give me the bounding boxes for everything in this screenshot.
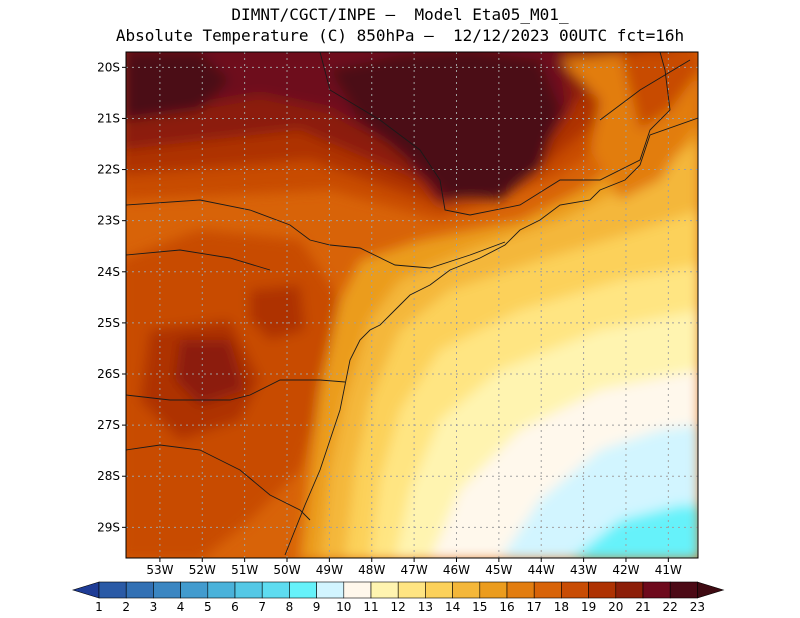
lon-label: 53W	[146, 563, 173, 577]
lat-label: 28S	[97, 469, 120, 483]
colorbar-cell	[533, 581, 562, 599]
colorbar-label: 21	[635, 600, 650, 614]
colorbar-cell	[479, 581, 508, 599]
colorbar-cell	[561, 581, 589, 599]
lon-label: 46W	[443, 563, 470, 577]
colorbar-label: 10	[336, 600, 351, 614]
lon-label: 47W	[401, 563, 428, 577]
lon-label: 43W	[570, 563, 597, 577]
colorbar-label: 6	[231, 600, 239, 614]
lat-label: 24S	[97, 265, 120, 279]
colorbar-cell	[153, 581, 181, 599]
colorbar-label: 16	[499, 600, 514, 614]
lat-label: 22S	[97, 163, 120, 177]
colorbar-label: 17	[527, 600, 542, 614]
colorbar-label: 11	[363, 600, 378, 614]
colorbar-label: 13	[418, 600, 433, 614]
colorbar-label: 4	[177, 600, 185, 614]
colorbar-cell	[289, 581, 317, 599]
colorbar-cell	[98, 581, 127, 599]
lon-axis: 53W 52W 51W 50W 49W 48W 47W 46W 45W 44W 43W 42W 41W	[146, 558, 682, 577]
border-sc-rs	[126, 444, 311, 521]
lat-label: 20S	[97, 60, 120, 74]
temperature-map: 20S 21S 22S 23S 24S 25S 26S 27S 28S 29S 53W 52W 51W…	[97, 51, 699, 577]
colorbar-cell	[234, 581, 263, 599]
lat-label: 29S	[97, 520, 120, 534]
lon-label: 42W	[612, 563, 639, 577]
colorbar-label: 15	[472, 600, 487, 614]
colorbar-label: 23	[690, 600, 705, 614]
colorbar-label: 7	[258, 600, 266, 614]
border-river	[126, 249, 271, 271]
lon-label: 48W	[358, 563, 385, 577]
colorbar-cell	[615, 581, 644, 599]
colorbar-cell	[588, 581, 617, 599]
colorbar-cell	[316, 581, 345, 599]
colorbar-cell	[261, 581, 290, 599]
colorbar-label: 1	[95, 600, 103, 614]
colorbar-cell	[207, 581, 236, 599]
border-mg-sp-rj	[319, 52, 671, 216]
border-sp-pr	[126, 199, 506, 269]
lon-label: 41W	[655, 563, 682, 577]
colorbar-label: 2	[122, 600, 130, 614]
lat-label: 21S	[97, 111, 120, 125]
colorbar-cell	[343, 581, 372, 599]
lon-label: 49W	[316, 563, 343, 577]
coastline	[284, 117, 698, 556]
colorbar-cell	[425, 581, 453, 599]
border-pr-sc	[126, 379, 346, 401]
colorbar-label: 14	[445, 600, 460, 614]
colorbar-cell	[370, 581, 399, 599]
colorbar-label: 9	[313, 600, 321, 614]
colorbar-label: 3	[150, 600, 158, 614]
lat-label: 27S	[97, 418, 120, 432]
map-title-line1: DIMNT/CGCT/INPE – Model Eta05_M01_	[231, 5, 569, 24]
colorbar-arrow-high	[697, 581, 725, 599]
colorbar-label: 20	[608, 600, 623, 614]
colorbar-label: 22	[663, 600, 678, 614]
colorbar-label: 5	[204, 600, 212, 614]
colorbar-label: 8	[286, 600, 294, 614]
lon-label: 52W	[189, 563, 216, 577]
colorbar-cell	[397, 581, 426, 599]
colorbar-arrow-low	[71, 581, 100, 599]
map-title-line2: Absolute Temperature (C) 850hPa – 12/12/…	[115, 26, 685, 45]
lon-label: 51W	[231, 563, 258, 577]
lat-label: 25S	[97, 316, 120, 330]
colorbar: 1 2 3 4 5 6 7 8 9 10 11 12 13 14 15 16 17 18 19 20 21 22 23	[71, 581, 725, 614]
colorbar-cell	[669, 581, 698, 599]
temperature-field	[126, 52, 698, 558]
lon-label: 44W	[528, 563, 555, 577]
colorbar-label: 18	[554, 600, 569, 614]
lon-label: 45W	[485, 563, 512, 577]
map-frame	[125, 51, 699, 559]
lat-axis: 20S 21S 22S 23S 24S 25S 26S 27S 28S 29S	[97, 60, 126, 534]
colorbar-cell	[452, 581, 481, 599]
border-mg-es	[599, 59, 691, 121]
colorbar-cell	[180, 581, 209, 599]
lat-label: 26S	[97, 367, 120, 381]
colorbar-cell	[642, 581, 671, 599]
colorbar-label: 12	[391, 600, 406, 614]
boundaries	[126, 52, 698, 556]
colorbar-label: 19	[581, 600, 596, 614]
colorbar-cell	[125, 581, 154, 599]
graticule	[126, 52, 698, 558]
colorbar-cell	[506, 581, 535, 599]
lon-label: 50W	[273, 563, 300, 577]
lat-label: 23S	[97, 214, 120, 228]
